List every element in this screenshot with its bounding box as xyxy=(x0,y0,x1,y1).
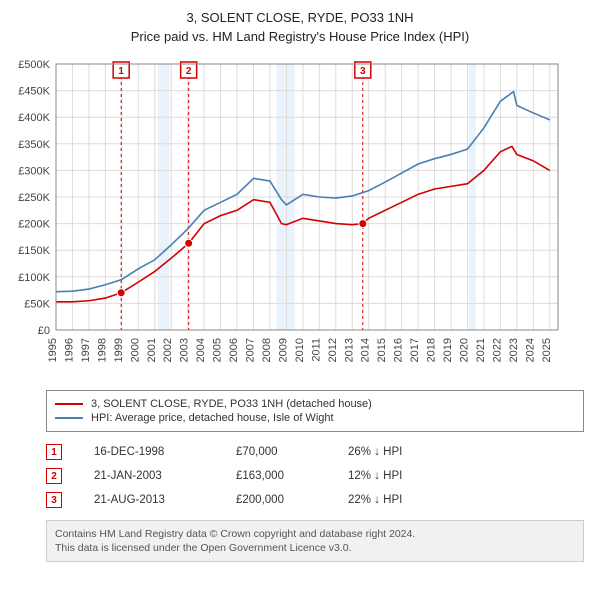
x-tick-label: 1997 xyxy=(80,338,92,362)
x-tick-label: 2008 xyxy=(261,338,273,362)
x-tick-label: 2014 xyxy=(360,338,372,362)
y-tick-label: £500K xyxy=(18,59,50,71)
x-tick-label: 2002 xyxy=(162,338,174,362)
x-tick-label: 1996 xyxy=(63,338,75,362)
y-tick-label: £300K xyxy=(18,165,50,177)
sale-row: 3 21-AUG-2013 £200,000 22% ↓ HPI xyxy=(46,488,584,512)
attribution-line: Contains HM Land Registry data © Crown c… xyxy=(55,527,575,541)
x-tick-label: 2010 xyxy=(294,338,306,362)
sale-guide-label: 1 xyxy=(118,66,124,77)
y-tick-label: £400K xyxy=(18,112,50,124)
x-tick-label: 2024 xyxy=(524,338,536,362)
x-tick-label: 2022 xyxy=(491,338,503,362)
sales-table: 1 16-DEC-1998 £70,000 26% ↓ HPI 2 21-JAN-2003… xyxy=(46,440,584,512)
chart-title-line1: 3, SOLENT CLOSE, RYDE, PO33 1NH xyxy=(8,8,592,27)
legend-item: HPI: Average price, detached house, Isle… xyxy=(55,411,575,425)
legend-label: HPI: Average price, detached house, Isle… xyxy=(91,412,334,424)
y-tick-label: £50K xyxy=(24,298,50,310)
x-tick-label: 2018 xyxy=(426,338,438,362)
attribution-line: This data is licensed under the Open Gov… xyxy=(55,541,575,555)
x-tick-label: 2016 xyxy=(393,338,405,362)
sale-index-marker: 2 xyxy=(46,468,62,484)
sale-guide-label: 3 xyxy=(360,66,366,77)
sale-diff: 22% ↓ HPI xyxy=(348,494,448,506)
x-tick-label: 2015 xyxy=(376,338,388,362)
x-tick-label: 1998 xyxy=(96,338,108,362)
y-tick-label: £200K xyxy=(18,219,50,231)
sale-marker-dot xyxy=(117,289,125,297)
sale-index-marker: 1 xyxy=(46,444,62,460)
x-tick-label: 2001 xyxy=(146,338,158,362)
x-tick-label: 2009 xyxy=(277,338,289,362)
y-tick-label: £250K xyxy=(18,192,50,204)
x-tick-label: 2023 xyxy=(508,338,520,362)
sale-diff: 12% ↓ HPI xyxy=(348,470,448,482)
sale-guide-label: 2 xyxy=(186,66,192,77)
x-tick-label: 2000 xyxy=(129,338,141,362)
legend-label: 3, SOLENT CLOSE, RYDE, PO33 1NH (detache… xyxy=(91,398,372,410)
x-tick-label: 2012 xyxy=(327,338,339,362)
y-tick-label: £0 xyxy=(38,325,50,337)
sale-date: 21-AUG-2013 xyxy=(94,494,204,506)
x-tick-label: 2017 xyxy=(409,338,421,362)
sale-index-marker: 3 xyxy=(46,492,62,508)
x-tick-label: 2005 xyxy=(212,338,224,362)
legend: 3, SOLENT CLOSE, RYDE, PO33 1NH (detache… xyxy=(46,390,584,432)
x-tick-label: 2020 xyxy=(458,338,470,362)
legend-swatch xyxy=(55,417,83,419)
x-tick-label: 2003 xyxy=(179,338,191,362)
sale-marker-dot xyxy=(185,239,193,247)
chart-container: £0 £50K £100K £150K £200K £250K £300K £350K £400… xyxy=(8,54,592,384)
legend-swatch xyxy=(55,403,83,405)
sale-diff: 26% ↓ HPI xyxy=(348,446,448,458)
sale-row: 1 16-DEC-1998 £70,000 26% ↓ HPI xyxy=(46,440,584,464)
y-tick-label: £350K xyxy=(18,139,50,151)
sale-row: 2 21-JAN-2003 £163,000 12% ↓ HPI xyxy=(46,464,584,488)
x-tick-label: 2021 xyxy=(475,338,487,362)
legend-item: 3, SOLENT CLOSE, RYDE, PO33 1NH (detache… xyxy=(55,397,575,411)
chart-title-line2: Price paid vs. HM Land Registry's House … xyxy=(8,27,592,46)
x-tick-label: 2011 xyxy=(310,338,322,362)
sale-date: 16-DEC-1998 xyxy=(94,446,204,458)
attribution: Contains HM Land Registry data © Crown c… xyxy=(46,520,584,562)
x-tick-label: 2006 xyxy=(228,338,240,362)
sale-date: 21-JAN-2003 xyxy=(94,470,204,482)
sale-marker-dot xyxy=(359,220,367,228)
x-tick-label: 2025 xyxy=(541,338,553,362)
y-tick-label: £450K xyxy=(18,86,50,98)
x-tick-label: 2004 xyxy=(195,338,207,362)
sale-price: £70,000 xyxy=(236,446,316,458)
x-tick-label: 1995 xyxy=(47,338,59,362)
sale-price: £163,000 xyxy=(236,470,316,482)
x-tick-label: 2013 xyxy=(343,338,355,362)
y-tick-label: £150K xyxy=(18,245,50,257)
price-chart: £0 £50K £100K £150K £200K £250K £300K £350K £400… xyxy=(8,54,568,384)
x-tick-label: 2007 xyxy=(245,338,257,362)
y-tick-label: £100K xyxy=(18,272,50,284)
x-tick-label: 2019 xyxy=(442,338,454,362)
x-tick-label: 1999 xyxy=(113,338,125,362)
sale-price: £200,000 xyxy=(236,494,316,506)
